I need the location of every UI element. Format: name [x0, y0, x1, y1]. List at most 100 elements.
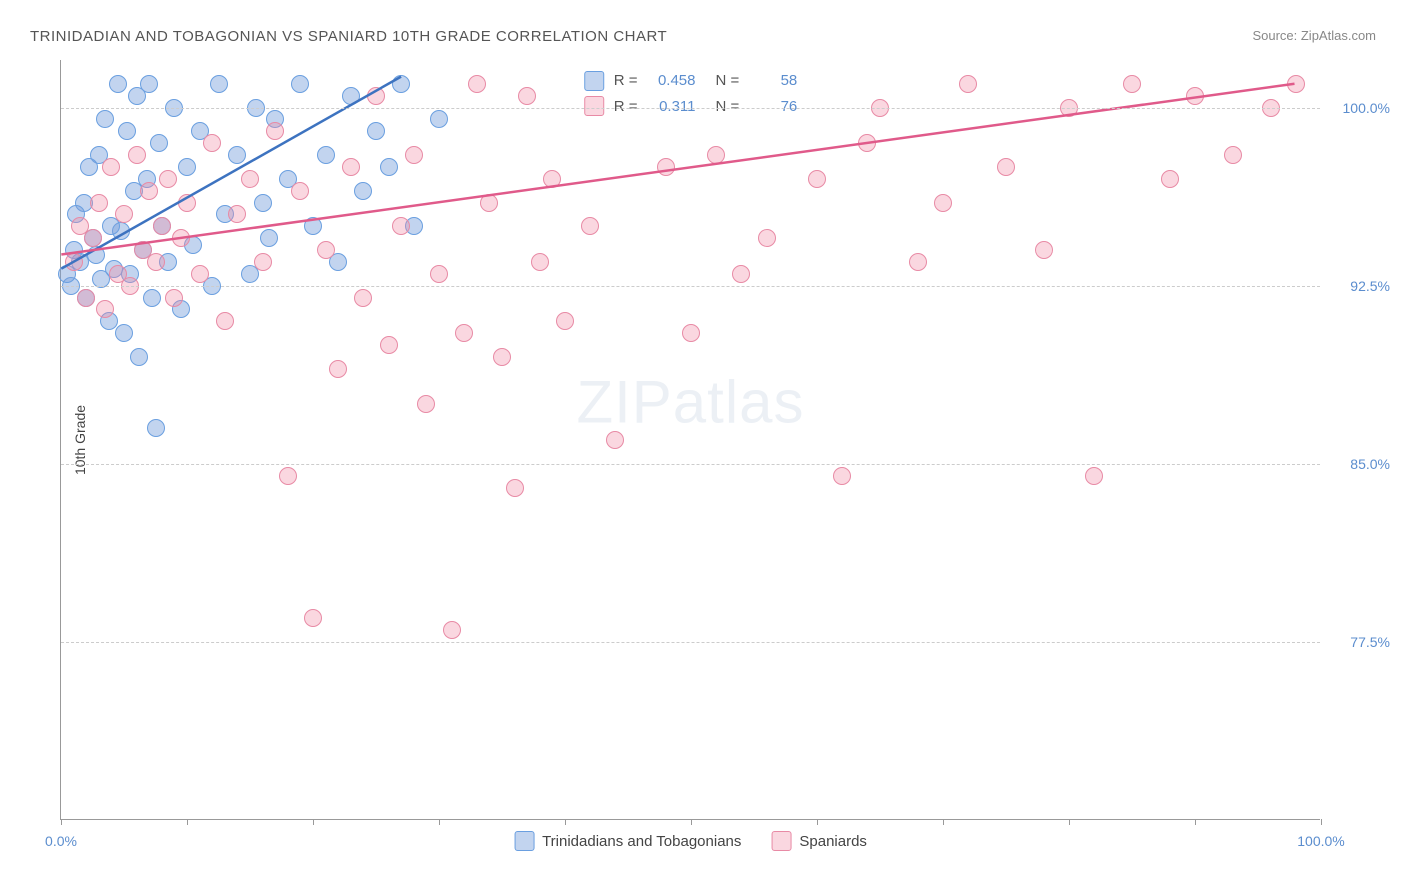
data-point-series-b	[191, 265, 209, 283]
y-tick-label: 77.5%	[1330, 634, 1390, 650]
data-point-series-b	[279, 467, 297, 485]
data-point-series-b	[392, 217, 410, 235]
x-tick-mark	[817, 819, 818, 825]
data-point-series-b	[1224, 146, 1242, 164]
legend-item-series-b: Spaniards	[771, 831, 867, 851]
swatch-series-b-icon	[584, 96, 604, 116]
data-point-series-b	[581, 217, 599, 235]
data-point-series-b	[165, 289, 183, 307]
data-point-series-b	[1035, 241, 1053, 259]
data-point-series-a	[109, 75, 127, 93]
stats-r-label-b: R =	[614, 94, 638, 120]
x-tick-mark	[1195, 819, 1196, 825]
stats-r-value-a: 0.458	[648, 68, 696, 94]
data-point-series-b	[430, 265, 448, 283]
x-tick-mark	[1321, 819, 1322, 825]
data-point-series-b	[808, 170, 826, 188]
data-point-series-b	[858, 134, 876, 152]
data-point-series-b	[493, 348, 511, 366]
data-point-series-a	[228, 146, 246, 164]
data-point-series-b	[1287, 75, 1305, 93]
data-point-series-b	[109, 265, 127, 283]
data-point-series-b	[115, 205, 133, 223]
x-tick-mark	[61, 819, 62, 825]
data-point-series-b	[291, 182, 309, 200]
data-point-series-b	[367, 87, 385, 105]
stats-legend-box: R = 0.458 N = 58 R = 0.311 N = 76	[572, 64, 810, 123]
stats-n-label-b: N =	[716, 94, 740, 120]
data-point-series-b	[65, 253, 83, 271]
data-point-series-b	[159, 170, 177, 188]
stats-row-series-a: R = 0.458 N = 58	[584, 68, 798, 94]
data-point-series-b	[606, 431, 624, 449]
legend-label-a: Trinidadians and Tobagonians	[542, 833, 741, 850]
data-point-series-a	[150, 134, 168, 152]
data-point-series-a	[354, 182, 372, 200]
data-point-series-b	[128, 146, 146, 164]
data-point-series-b	[934, 194, 952, 212]
stats-n-label-a: N =	[716, 68, 740, 94]
gridline-h	[61, 108, 1320, 109]
data-point-series-b	[140, 182, 158, 200]
x-tick-mark	[1069, 819, 1070, 825]
data-point-series-b	[329, 360, 347, 378]
data-point-series-b	[1161, 170, 1179, 188]
data-point-series-b	[468, 75, 486, 93]
data-point-series-b	[455, 324, 473, 342]
data-point-series-a	[143, 289, 161, 307]
x-tick-mark	[943, 819, 944, 825]
data-point-series-a	[210, 75, 228, 93]
data-point-series-a	[291, 75, 309, 93]
data-point-series-a	[342, 87, 360, 105]
gridline-h	[61, 286, 1320, 287]
data-point-series-b	[380, 336, 398, 354]
chart-container: 10th Grade ZIPatlas R = 0.458 N = 58 R =…	[60, 60, 1320, 820]
bottom-legend: Trinidadians and Tobagonians Spaniards	[514, 831, 867, 851]
data-point-series-b	[317, 241, 335, 259]
data-point-series-a	[130, 348, 148, 366]
data-point-series-b	[254, 253, 272, 271]
data-point-series-b	[134, 241, 152, 259]
data-point-series-a	[80, 158, 98, 176]
y-tick-label: 92.5%	[1330, 278, 1390, 294]
data-point-series-a	[96, 110, 114, 128]
data-point-series-a	[317, 146, 335, 164]
data-point-series-b	[518, 87, 536, 105]
gridline-h	[61, 464, 1320, 465]
data-point-series-a	[367, 122, 385, 140]
data-point-series-b	[480, 194, 498, 212]
data-point-series-a	[430, 110, 448, 128]
data-point-series-a	[128, 87, 146, 105]
data-point-series-a	[392, 75, 410, 93]
data-point-series-b	[77, 289, 95, 307]
legend-swatch-b-icon	[771, 831, 791, 851]
legend-item-series-a: Trinidadians and Tobagonians	[514, 831, 741, 851]
data-point-series-b	[203, 134, 221, 152]
data-point-series-a	[115, 324, 133, 342]
stats-n-value-a: 58	[749, 68, 797, 94]
stats-row-series-b: R = 0.311 N = 76	[584, 94, 798, 120]
data-point-series-b	[102, 158, 120, 176]
x-tick-mark	[439, 819, 440, 825]
legend-swatch-a-icon	[514, 831, 534, 851]
data-point-series-a	[147, 419, 165, 437]
stats-r-label-a: R =	[614, 68, 638, 94]
data-point-series-b	[682, 324, 700, 342]
data-point-series-b	[1123, 75, 1141, 93]
data-point-series-b	[71, 217, 89, 235]
data-point-series-b	[657, 158, 675, 176]
watermark-rest: atlas	[673, 368, 805, 435]
data-point-series-b	[228, 205, 246, 223]
data-point-series-b	[1085, 467, 1103, 485]
source-label: Source: ZipAtlas.com	[1252, 28, 1376, 43]
data-point-series-b	[732, 265, 750, 283]
stats-r-value-b: 0.311	[648, 94, 696, 120]
data-point-series-b	[997, 158, 1015, 176]
data-point-series-b	[178, 194, 196, 212]
data-point-series-a	[87, 246, 105, 264]
x-tick-label: 100.0%	[1297, 833, 1344, 849]
gridline-h	[61, 642, 1320, 643]
stats-n-value-b: 76	[749, 94, 797, 120]
data-point-series-b	[833, 467, 851, 485]
data-point-series-b	[90, 194, 108, 212]
